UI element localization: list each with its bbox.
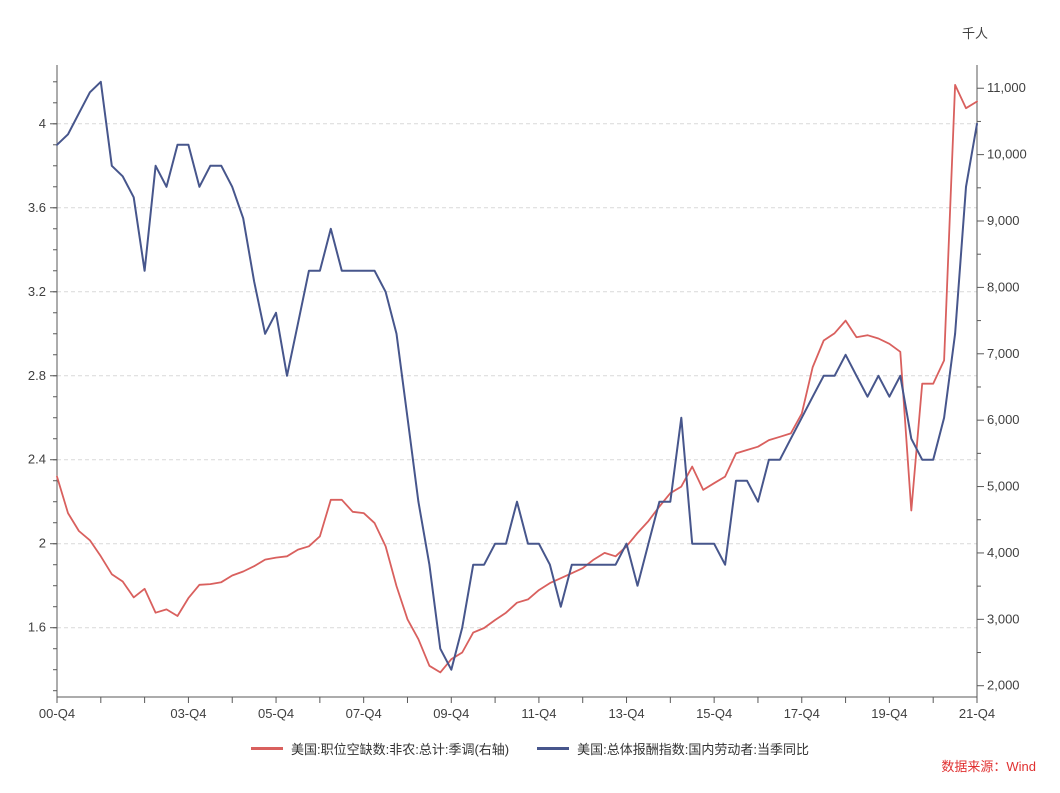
svg-text:9,000: 9,000 (987, 213, 1020, 228)
svg-text:6,000: 6,000 (987, 412, 1020, 427)
legend: 美国:职位空缺数:非农:总计:季调(右轴) 美国:总体报酬指数:国内劳动者:当季… (0, 739, 1060, 758)
legend-swatch-blue-line (537, 747, 570, 750)
svg-text:17-Q4: 17-Q4 (784, 706, 820, 721)
svg-text:8,000: 8,000 (987, 279, 1020, 294)
svg-text:4: 4 (39, 116, 46, 131)
svg-text:2,000: 2,000 (987, 678, 1020, 693)
svg-text:2.8: 2.8 (28, 368, 46, 383)
svg-text:5,000: 5,000 (987, 479, 1020, 494)
svg-text:4,000: 4,000 (987, 545, 1020, 560)
legend-item-eci: 美国:总体报酬指数:国内劳动者:当季同比 (537, 739, 809, 758)
svg-text:00-Q4: 00-Q4 (39, 706, 75, 721)
legend-label-eci: 美国:总体报酬指数:国内劳动者:当季同比 (577, 742, 809, 757)
legend-item-job-openings: 美国:职位空缺数:非农:总计:季调(右轴) (251, 739, 509, 758)
svg-text:07-Q4: 07-Q4 (346, 706, 382, 721)
svg-text:2.4: 2.4 (28, 452, 46, 467)
svg-text:13-Q4: 13-Q4 (608, 706, 644, 721)
svg-text:19-Q4: 19-Q4 (871, 706, 907, 721)
svg-text:7,000: 7,000 (987, 346, 1020, 361)
svg-text:21-Q4: 21-Q4 (959, 706, 995, 721)
svg-text:15-Q4: 15-Q4 (696, 706, 732, 721)
data-source: 数据来源：Wind (941, 759, 1036, 774)
legend-label-job-openings: 美国:职位空缺数:非农:总计:季调(右轴) (291, 742, 510, 757)
svg-text:09-Q4: 09-Q4 (433, 706, 469, 721)
svg-text:03-Q4: 03-Q4 (170, 706, 206, 721)
svg-text:1.6: 1.6 (28, 620, 46, 635)
svg-text:10,000: 10,000 (987, 147, 1027, 162)
svg-text:千人: 千人 (962, 26, 988, 41)
svg-text:11,000: 11,000 (987, 80, 1026, 95)
svg-text:05-Q4: 05-Q4 (258, 706, 294, 721)
svg-text:3.6: 3.6 (28, 200, 46, 215)
svg-text:11-Q4: 11-Q4 (521, 706, 556, 721)
legend-swatch-red-line (251, 747, 284, 750)
svg-text:3.2: 3.2 (28, 284, 46, 299)
svg-text:2: 2 (39, 536, 46, 551)
svg-text:3,000: 3,000 (987, 611, 1020, 626)
